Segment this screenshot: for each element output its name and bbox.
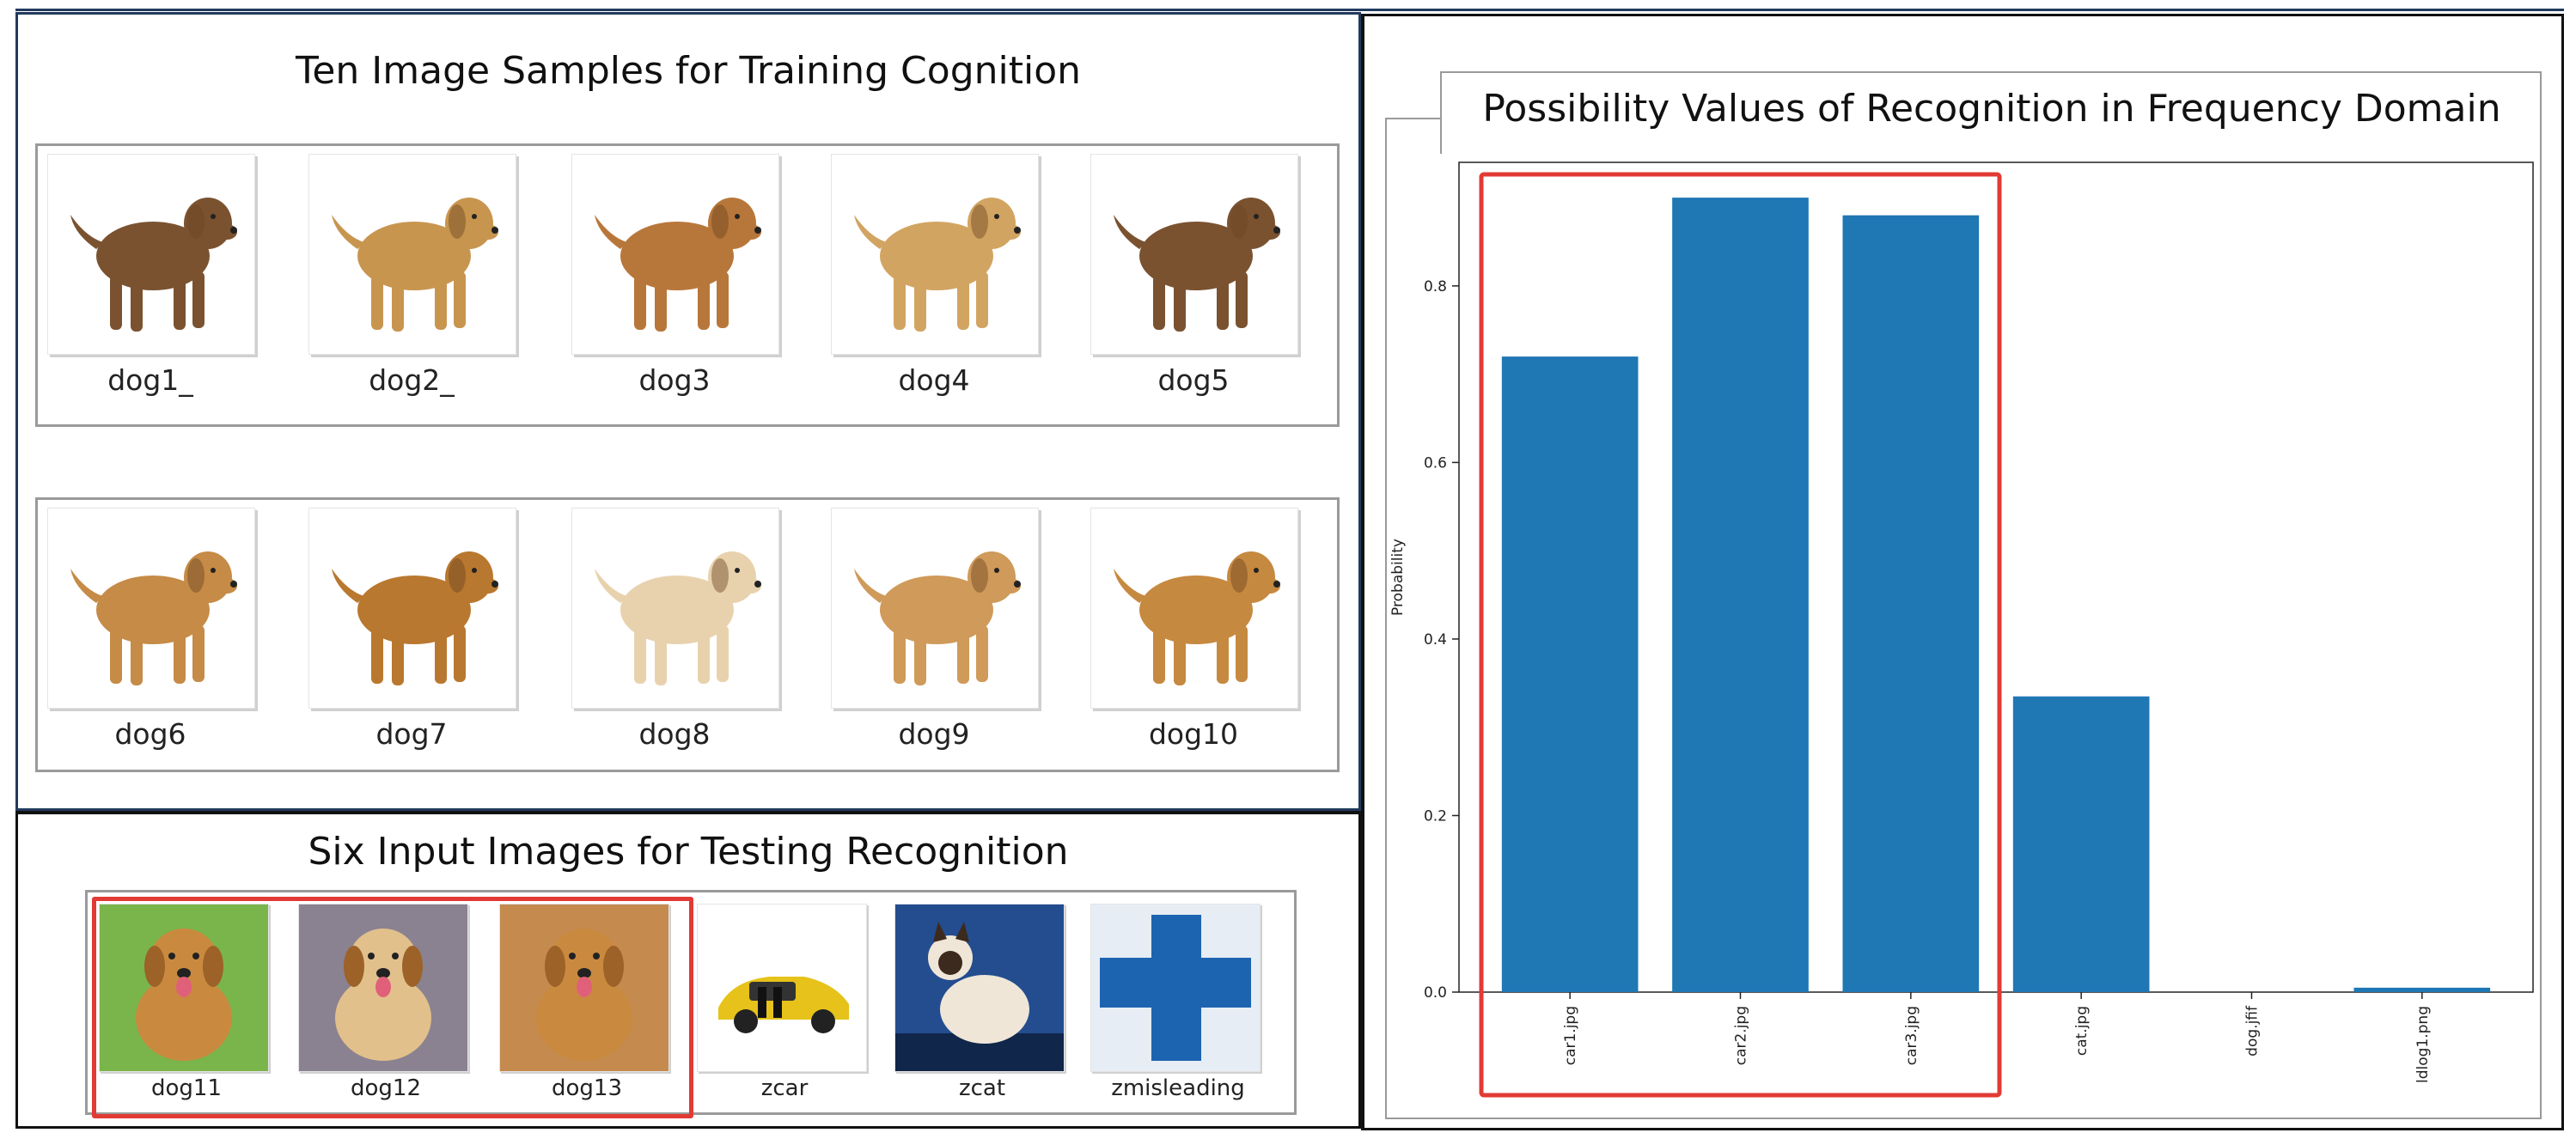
training-image-tile: dog4: [814, 154, 1039, 403]
golden-retriever-photo: [1090, 508, 1298, 709]
training-image-tile: dog8: [554, 508, 779, 757]
training-image-tile: dog2_: [291, 154, 516, 403]
testing-image-label: dog12: [351, 1075, 421, 1101]
golden-retriever-photo: [831, 154, 1039, 355]
training-image-label: dog7: [375, 717, 448, 751]
training-image-label: dog1_: [107, 363, 193, 397]
figure-top-border: [15, 9, 2564, 11]
yellow-sports-car-photo: [697, 904, 867, 1072]
y-tick-label: 0.0: [1424, 984, 1447, 1002]
golden-retriever-photo: [47, 508, 255, 709]
testing-image-tile: zmisleading: [1090, 904, 1266, 1118]
golden-retriever-photo: [831, 508, 1039, 709]
training-image-label: dog5: [1157, 363, 1230, 397]
training-image-label: dog4: [898, 363, 970, 397]
training-image-label: dog8: [638, 717, 711, 751]
x-tick-label: car2.jpg: [1733, 1006, 1750, 1065]
golden-retriever-dark-photo: [1090, 154, 1298, 355]
training-image-tile: dog5: [1073, 154, 1298, 403]
training-image-label: dog3: [638, 363, 711, 397]
training-image-tile: dog10: [1073, 508, 1298, 757]
x-tick-label: car1.jpg: [1562, 1006, 1579, 1065]
testing-image-tile: dog11: [99, 904, 274, 1118]
training-image-label: dog9: [898, 717, 970, 751]
x-tick-label: dog.jfif: [2244, 1005, 2262, 1057]
chart-title-step-decoration: [1385, 118, 1442, 152]
testing-image-label: dog13: [552, 1075, 622, 1101]
golden-retriever-photo: [308, 154, 516, 355]
training-image-tile: dog9: [814, 508, 1039, 757]
golden-retriever-portrait-photo: [499, 904, 669, 1072]
bar: [1501, 356, 1639, 993]
golden-retriever-on-grass-photo: [99, 904, 269, 1072]
x-tick-label: ldlog1.png: [2414, 1006, 2432, 1083]
testing-image-label: zcat: [958, 1075, 1006, 1101]
training-image-label: dog6: [114, 717, 186, 751]
training-panel: Ten Image Samples for Training Cognition…: [15, 12, 1361, 811]
golden-retriever-sitting-photo: [298, 904, 468, 1072]
y-tick-label: 0.4: [1424, 631, 1447, 649]
training-image-label: dog10: [1148, 717, 1239, 751]
chart-panel: Possibility Values of Recognition in Fre…: [1361, 14, 2564, 1130]
testing-title: Six Input Images for Testing Recognition: [308, 830, 1069, 874]
y-tick-label: 0.8: [1424, 278, 1447, 295]
training-title: Ten Image Samples for Training Cognition: [295, 49, 1082, 93]
testing-image-tile: dog12: [298, 904, 473, 1118]
blue-cross-sign-photo: [1090, 904, 1261, 1072]
training-image-tile: dog1_: [30, 154, 255, 403]
testing-image-tile: zcat: [894, 904, 1070, 1118]
bar: [1672, 198, 1809, 992]
training-image-tile: dog7: [291, 508, 516, 757]
bar: [2353, 987, 2491, 992]
probability-bar-chart: 0.0 0.2 0.4 0.6 0.8 Probability car1.jpg car2.j…: [1389, 161, 2534, 1098]
golden-retriever-photo: [308, 508, 516, 709]
chart-title: Possibility Values of Recognition in Fre…: [1482, 87, 2501, 131]
training-image-tile: dog3: [554, 154, 779, 403]
siamese-cat-photo: [894, 904, 1065, 1072]
golden-retriever-light-photo: [571, 508, 779, 709]
chart-title-tab: [1440, 71, 2542, 154]
highlight-box: [1479, 172, 2002, 1098]
golden-retriever-photo: [571, 154, 779, 355]
testing-image-label: dog11: [151, 1075, 222, 1101]
testing-image-tile: dog13: [499, 904, 675, 1118]
x-tick-label: cat.jpg: [2073, 1006, 2091, 1056]
plot-area-border: [1458, 161, 2534, 993]
y-tick-label: 0.6: [1424, 454, 1447, 472]
golden-retriever-dark-photo: [47, 154, 255, 355]
testing-image-label: zmisleading: [1111, 1075, 1245, 1101]
y-tick-label: 0.2: [1424, 807, 1447, 825]
x-tick-label: car3.jpg: [1903, 1006, 1920, 1065]
y-axis-label: Probability: [1389, 539, 1407, 616]
testing-panel: Six Input Images for Testing Recognition…: [15, 811, 1361, 1129]
bar: [2012, 696, 2150, 992]
testing-image-tile: zcar: [697, 904, 872, 1118]
training-image-label: dog2_: [369, 363, 455, 397]
training-image-tile: dog6: [30, 508, 255, 757]
correct-dogs-highlight-box: [92, 897, 693, 1118]
bar: [1842, 215, 1980, 993]
testing-image-label: zcar: [760, 1075, 809, 1101]
